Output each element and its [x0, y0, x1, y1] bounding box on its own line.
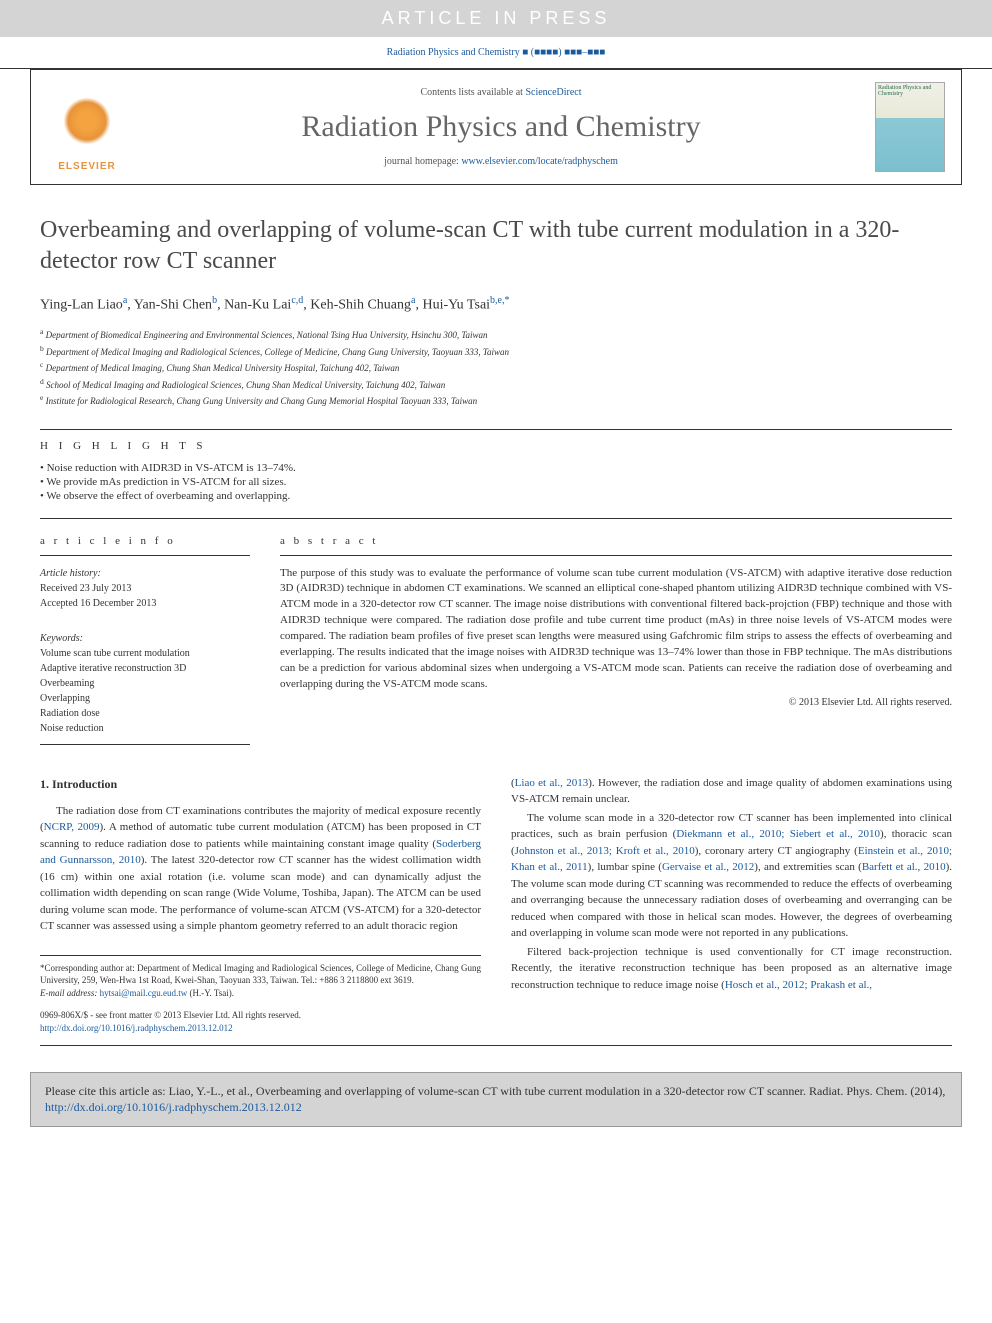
keyword-item: Noise reduction [40, 721, 250, 736]
elsevier-label: ELSEVIER [58, 161, 115, 172]
highlight-item: We observe the effect of overbeaming and… [40, 490, 952, 502]
keyword-item: Overbeaming [40, 676, 250, 691]
affiliations: a Department of Biomedical Engineering a… [40, 326, 952, 409]
abstract-column: a b s t r a c t The purpose of this stud… [280, 535, 952, 745]
highlight-item: We provide mAs prediction in VS-ATCM for… [40, 476, 952, 488]
journal-cover-thumbnail: Radiation Physics and Chemistry [875, 82, 945, 172]
email-link[interactable]: hytsai@mail.cgu.eud.tw [100, 988, 188, 998]
page: ARTICLE IN PRESS Radiation Physics and C… [0, 0, 992, 1127]
body-paragraph: The volume scan mode in a 320-detector r… [511, 810, 952, 942]
keywords-block: Keywords: Volume scan tube current modul… [40, 631, 250, 745]
highlights-list: Noise reduction with AIDR3D in VS-ATCM i… [40, 462, 952, 502]
article-history: Article history: Received 23 July 2013 A… [40, 566, 250, 611]
divider [40, 518, 952, 519]
keyword-item: Volume scan tube current modulation [40, 646, 250, 661]
article-in-press-banner: ARTICLE IN PRESS [0, 0, 992, 37]
accepted-date: Accepted 16 December 2013 [40, 596, 250, 611]
body-text: ), coronary artery CT angiography ( [695, 845, 858, 857]
affiliation-item: a Department of Biomedical Engineering a… [40, 326, 952, 343]
keyword-item: Overlapping [40, 691, 250, 706]
received-date: Received 23 July 2013 [40, 581, 250, 596]
keyword-item: Adaptive iterative reconstruction 3D [40, 661, 250, 676]
corresponding-author: *Corresponding author at: Department of … [40, 962, 481, 987]
email-label: E-mail address: [40, 988, 97, 998]
article-info-column: a r t i c l e i n f o Article history: R… [40, 535, 250, 745]
cite-doi-link[interactable]: http://dx.doi.org/10.1016/j.radphyschem.… [45, 1100, 302, 1114]
body-column-right: (Liao et al., 2013). However, the radiat… [511, 775, 952, 1035]
authors-list: Ying-Lan Liaoa, Yan-Shi Chenb, Nan-Ku La… [40, 295, 952, 314]
cite-text: Please cite this article as: Liao, Y.-L.… [45, 1084, 945, 1098]
affiliation-item: e Institute for Radiological Research, C… [40, 392, 952, 409]
body-text: ), and extremities scan ( [754, 861, 862, 873]
homepage-line: journal homepage: www.elsevier.com/locat… [127, 156, 875, 167]
cite-this-article-box: Please cite this article as: Liao, Y.-L.… [30, 1072, 962, 1128]
highlight-item: Noise reduction with AIDR3D in VS-ATCM i… [40, 462, 952, 474]
abstract-text: The purpose of this study was to evaluat… [280, 566, 952, 694]
cover-text: Radiation Physics and Chemistry [878, 85, 931, 97]
citation-link[interactable]: Radiation Physics and Chemistry ■ (■■■■)… [387, 47, 606, 58]
body-text: ), lumbar spine ( [588, 861, 662, 873]
history-title: Article history: [40, 566, 250, 581]
keyword-item: Radiation dose [40, 706, 250, 721]
citation-link[interactable]: Hosch et al., 2012; Prakash et al., [725, 979, 872, 991]
body-column-left: 1. Introduction The radiation dose from … [40, 775, 481, 1035]
email-author: (H.-Y. Tsai). [189, 988, 234, 998]
affiliation-item: d School of Medical Imaging and Radiolog… [40, 376, 952, 393]
body-paragraph: Filtered back-projection technique is us… [511, 944, 952, 994]
citation-stub: Radiation Physics and Chemistry ■ (■■■■)… [0, 37, 992, 69]
body-columns: 1. Introduction The radiation dose from … [40, 775, 952, 1046]
highlights-header: H I G H L I G H T S [40, 440, 952, 452]
copyright-text: 0969-806X/$ - see front matter © 2013 El… [40, 1009, 481, 1022]
footnote-block: *Corresponding author at: Department of … [40, 955, 481, 1000]
citation-link[interactable]: Gervaise et al., 2012 [662, 861, 754, 873]
homepage-link[interactable]: www.elsevier.com/locate/radphyschem [461, 156, 618, 167]
section-title: 1. Introduction [40, 775, 481, 793]
body-text: ). A method of automatic tube current mo… [40, 821, 481, 850]
abstract-header: a b s t r a c t [280, 535, 952, 556]
journal-header: ELSEVIER Contents lists available at Sci… [30, 69, 962, 185]
divider [40, 429, 952, 430]
body-paragraph: (Liao et al., 2013). However, the radiat… [511, 775, 952, 808]
journal-name: Radiation Physics and Chemistry [127, 110, 875, 144]
info-abstract-row: a r t i c l e i n f o Article history: R… [40, 535, 952, 745]
doi-link[interactable]: http://dx.doi.org/10.1016/j.radphyschem.… [40, 1023, 233, 1033]
citation-link[interactable]: NCRP, 2009 [44, 821, 100, 833]
body-paragraph: The radiation dose from CT examinations … [40, 803, 481, 935]
elsevier-tree-icon [57, 97, 117, 157]
section-number: 1. [40, 777, 49, 791]
citation-link[interactable]: Liao et al., 2013 [515, 777, 589, 789]
article-content: Overbeaming and overlapping of volume-sc… [0, 185, 992, 1056]
contents-line: Contents lists available at ScienceDirec… [127, 87, 875, 98]
email-line: E-mail address: hytsai@mail.cgu.eud.tw (… [40, 987, 481, 1000]
keywords-title: Keywords: [40, 631, 250, 646]
keywords-list: Volume scan tube current modulationAdapt… [40, 646, 250, 736]
section-title-text: Introduction [52, 777, 117, 791]
article-title: Overbeaming and overlapping of volume-sc… [40, 215, 952, 277]
citation-link[interactable]: Barfett et al., 2010 [862, 861, 946, 873]
citation-link[interactable]: Diekmann et al., 2010; Siebert et al., 2… [676, 828, 880, 840]
citation-link[interactable]: Johnston et al., 2013; Kroft et al., 201… [515, 845, 695, 857]
homepage-text: journal homepage: [384, 156, 459, 167]
abstract-copyright: © 2013 Elsevier Ltd. All rights reserved… [280, 697, 952, 708]
affiliation-item: c Department of Medical Imaging, Chung S… [40, 359, 952, 376]
article-info-header: a r t i c l e i n f o [40, 535, 250, 556]
contents-text: Contents lists available at [420, 87, 522, 98]
sciencedirect-link[interactable]: ScienceDirect [525, 87, 581, 98]
elsevier-logo: ELSEVIER [47, 82, 127, 172]
header-center: Contents lists available at ScienceDirec… [127, 87, 875, 167]
copyright-footer: 0969-806X/$ - see front matter © 2013 El… [40, 1009, 481, 1034]
affiliation-item: b Department of Medical Imaging and Radi… [40, 343, 952, 360]
